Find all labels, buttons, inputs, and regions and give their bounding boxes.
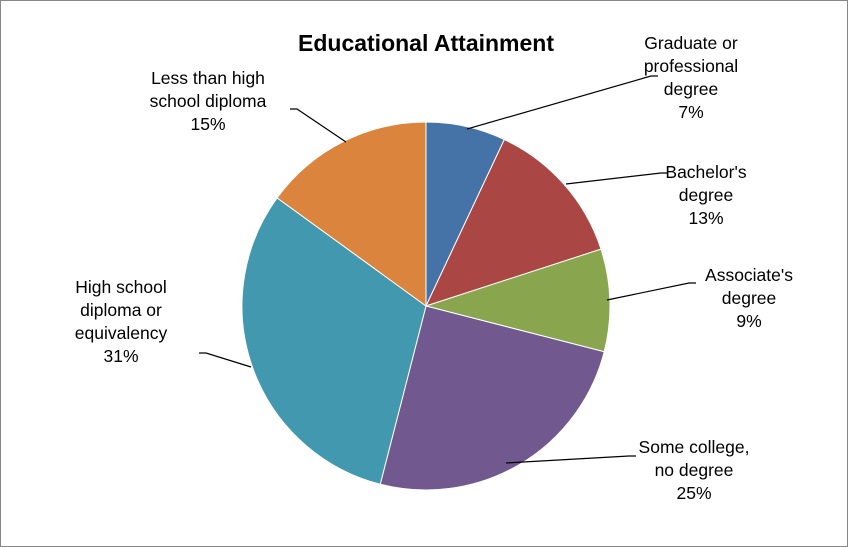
pie-slice bbox=[276, 121, 427, 307]
slice-label-line: professional bbox=[644, 56, 738, 76]
leader-line bbox=[606, 282, 696, 301]
leader-lines bbox=[199, 75, 696, 464]
slice-percent: 15% bbox=[190, 114, 225, 134]
slice-label: Associate's degree 9% bbox=[705, 265, 793, 331]
slice-label: Less than high school diploma 15% bbox=[150, 68, 267, 134]
chart-title: Educational Attainment bbox=[298, 30, 554, 56]
slice-percent: 31% bbox=[103, 346, 138, 366]
slice-labels: Graduate or professional degree 7% Bachelor'… bbox=[75, 33, 793, 503]
pie-slice bbox=[379, 305, 605, 491]
leader-line bbox=[565, 172, 668, 185]
slice-label-line: Less than high bbox=[151, 68, 265, 88]
slice-label-line: degree bbox=[664, 79, 719, 99]
slice-percent: 9% bbox=[736, 311, 761, 331]
slice-label: Some college, no degree 25% bbox=[639, 437, 750, 503]
slice-label: Graduate or professional degree 7% bbox=[644, 33, 738, 122]
pie-slice bbox=[424, 248, 611, 353]
leader-line bbox=[199, 352, 252, 368]
slice-percent: 25% bbox=[676, 483, 711, 503]
pie-slices bbox=[241, 121, 611, 491]
slice-label: Bachelor's degree 13% bbox=[665, 162, 746, 228]
slice-label-line: High school bbox=[75, 277, 166, 297]
slice-label-line: no degree bbox=[655, 460, 734, 480]
slice-label-line: Associate's bbox=[705, 265, 793, 285]
slice-percent: 13% bbox=[688, 208, 723, 228]
pie-slice bbox=[241, 197, 427, 485]
pie-slice bbox=[425, 138, 602, 307]
leader-line bbox=[290, 108, 347, 143]
slice-label-line: diploma or bbox=[80, 300, 162, 320]
slice-label-line: equivalency bbox=[75, 323, 168, 343]
slice-label-line: degree bbox=[679, 185, 734, 205]
slice-label-line: Bachelor's bbox=[665, 162, 746, 182]
slice-label-line: Graduate or bbox=[644, 33, 738, 53]
slice-label-line: degree bbox=[722, 288, 777, 308]
leader-line bbox=[466, 75, 658, 130]
slice-label-line: Some college, bbox=[639, 437, 750, 457]
slice-label-line: school diploma bbox=[150, 91, 267, 111]
slice-percent: 7% bbox=[678, 102, 703, 122]
leader-line bbox=[505, 455, 636, 464]
slice-label: High school diploma or equivalency 31% bbox=[75, 277, 168, 366]
